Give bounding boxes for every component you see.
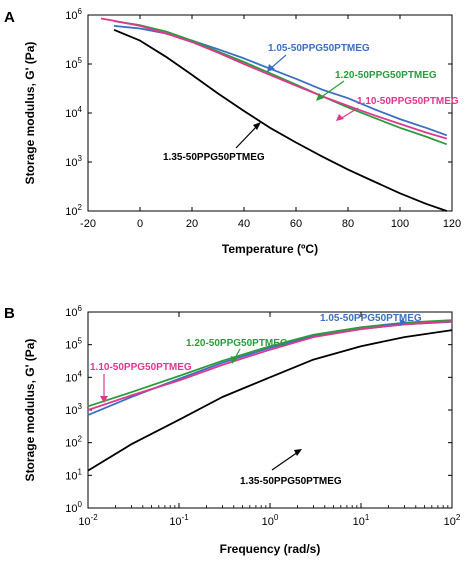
panel-a-x-tick-label: 0 (137, 218, 143, 230)
panel-b-y-tick-label: 106 (65, 304, 82, 319)
panel-a-arrow-1-35 (235, 124, 259, 149)
panel-a-x-tick-label: 60 (290, 218, 302, 230)
panel-a-series-line-2 (100, 17, 448, 140)
panel-b-x-tick-label: 102 (444, 513, 461, 528)
panel-b-y-tick-label: 101 (65, 467, 82, 482)
panel-a-letter: A (4, 9, 15, 26)
panel-b-ticks: 10-2 10-1 100 101 102 100 101 102 103 104 105 106 (65, 304, 461, 528)
panel-b-arrow-1-05 (381, 322, 403, 326)
panel-a-annotation-1-35: 1.35-50PPG50PTMEG (163, 152, 265, 163)
panel-a-series-line-3 (113, 28, 448, 212)
panel-b: B 10-2 10-1 100 101 102 100 101 102 103 104 105 106… (4, 304, 461, 556)
panel-b-y-tick-label: 103 (65, 402, 82, 417)
panel-a-y-tick-label: 102 (65, 203, 82, 218)
panel-a-ticks: -20 0 20 40 60 80 100 120 102 103 104 105 106 (65, 7, 461, 230)
panel-b-arrowhead-1-05 (400, 319, 407, 326)
panel-a-x-tick-label: 100 (391, 218, 409, 230)
panel-b-arrowhead-1-20 (231, 356, 238, 364)
panel-a-arrowhead-1-05 (267, 64, 275, 72)
panel-a-arrowhead-1-35 (253, 122, 261, 130)
panel-b-x-tick-label: 10-2 (78, 513, 98, 528)
panel-a-y-tick-label: 104 (65, 105, 82, 120)
panel-b-y-tick-label: 105 (65, 337, 82, 352)
panel-b-annotation-1-35: 1.35-50PPG50PTMEG (240, 476, 342, 487)
panel-b-y-tick-label: 100 (65, 500, 82, 515)
panel-b-annotation-1-10: 1.10-50PPG50PTMEG (90, 362, 192, 373)
panel-a-x-tick-label: 40 (238, 218, 250, 230)
panel-b-letter: B (4, 305, 15, 322)
panel-b-annotation-1-20: 1.20-50PPG50PTMEG (186, 338, 288, 349)
panel-a: A -20 0 20 40 60 80 100 120 102 103 104 105 106 Temp… (4, 7, 461, 256)
panel-a-x-tick-label: 80 (342, 218, 354, 230)
panel-a-annotation-1-05: 1.05-50PPG50PTMEG (268, 43, 370, 54)
panel-b-y-axis-title: Storage modulus, G' (Pa) (23, 339, 37, 482)
panel-b-arrowhead-1-10 (100, 396, 108, 403)
panel-b-x-tick-label: 10-1 (169, 513, 189, 528)
panel-b-annotation-1-05: 1.05-50PPG50PTMEG (320, 313, 422, 324)
panel-b-x-axis-title: Frequency (rad/s) (220, 542, 321, 556)
panel-a-x-tick-label: 20 (186, 218, 198, 230)
panel-b-series-line-3 (87, 329, 453, 472)
panel-a-arrowhead-1-10 (336, 114, 344, 121)
panel-a-series-line-1 (113, 20, 448, 146)
panel-b-y-tick-label: 104 (65, 369, 82, 384)
panel-b-y-tick-label: 102 (65, 435, 82, 450)
panel-a-arrow-1-10 (339, 107, 359, 120)
panel-a-y-tick-label: 106 (65, 7, 82, 22)
panel-a-series (100, 17, 448, 212)
panel-a-arrow-1-20 (319, 80, 345, 99)
panel-a-y-tick-label: 105 (65, 56, 82, 71)
panel-a-x-axis-title: Temperature (ºC) (222, 242, 318, 256)
panel-b-x-tick-label: 101 (353, 513, 370, 528)
panel-b-x-tick-label: 100 (262, 513, 279, 528)
panel-a-x-tick-label: 120 (443, 218, 461, 230)
panel-a-arrow-1-05 (269, 54, 287, 70)
panel-a-x-tick-label: -20 (80, 218, 96, 230)
panel-a-annotation-1-10: 1.10-50PPG50PTMEG (357, 96, 459, 107)
panel-a-annotation-1-20: 1.20-50PPG50PTMEG (335, 70, 437, 81)
panel-b-arrowhead-1-35 (294, 449, 302, 456)
panel-b-series-line-2 (87, 320, 453, 411)
panel-a-y-tick-label: 103 (65, 154, 82, 169)
panel-a-arrowhead-1-20 (316, 93, 324, 101)
panel-b-arrow-1-35 (271, 451, 299, 471)
panel-a-y-axis-title: Storage modulus, G' (Pa) (23, 42, 37, 185)
